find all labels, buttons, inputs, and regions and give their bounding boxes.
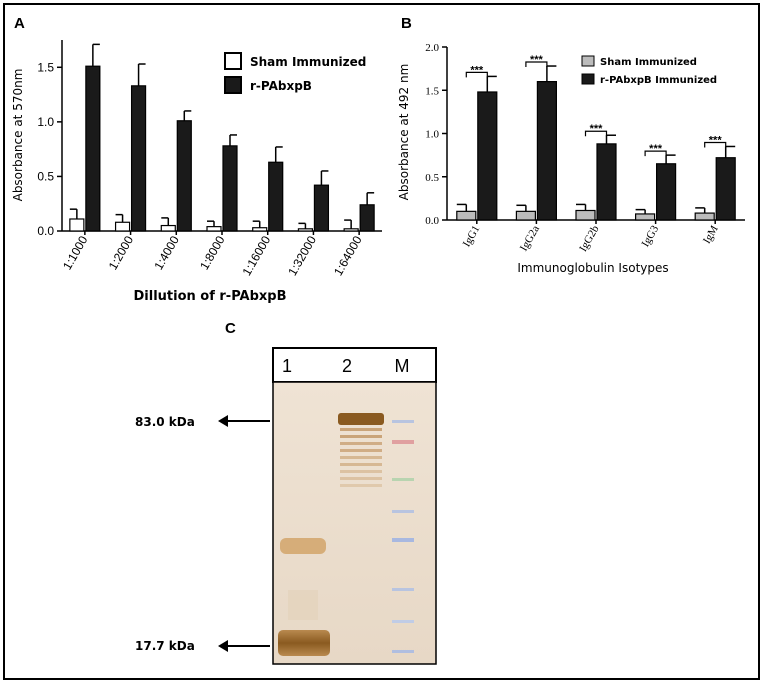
lane2-band-top [338,413,384,425]
y-tick-label: 0.5 [37,169,54,183]
bar-immunized [536,80,558,221]
y-tick-label: 1.0 [425,129,439,141]
x-tick-label: 1:1000 [60,233,91,272]
x-tick-label: 1:64000 [331,233,365,278]
x-tick-label: IgM [701,223,721,246]
bar-sham [575,209,596,221]
legend-label-sham: Sham Immunized [250,55,366,69]
lane-label-2: 2 [342,356,352,376]
x-tick-label: 1:2000 [106,233,137,272]
legend-label-rpabxpb: r-PAbxpB [250,79,312,93]
bar-sham [634,213,656,221]
chart-b: Absorbance at 492 nm Immunoglobulin Isot… [397,42,745,275]
significance-label: *** [530,54,544,66]
bar-sham [297,228,314,232]
panel-letter-b: B [401,15,412,32]
bar-immunized [85,65,101,232]
significance-bracket [644,150,667,157]
bar-sham [456,210,477,221]
chart-a: Absorbance at 570nm Dillution of r-PAbxp… [11,40,382,304]
bar-immunized [715,157,736,221]
bar-immunized [596,143,617,221]
figure-frame [3,3,760,680]
y-tick-label: 0.0 [425,215,439,227]
chart-b-legend: Sham Immunized r-PAbxpB Immunized [581,55,717,86]
bar-immunized [176,120,192,232]
legend-label-rpabxpb-b: r-PAbxpB Immunized [600,75,717,86]
significance-label: *** [649,143,663,155]
bar-sham [343,228,359,232]
marker-arrowhead-17kda [218,640,228,652]
marker-label-17kda: 17.7 kDa [135,639,195,653]
legend-swatch-rpabxpb [224,76,242,94]
lane1-band-low [278,630,330,656]
legend-label-sham-b: Sham Immunized [600,57,697,68]
panel-letter-a: A [14,15,25,32]
chart-b-ylabel: Absorbance at 492 nm [397,64,411,201]
marker-arrowhead-83kda [218,415,228,427]
bar-sham [252,227,268,232]
panel-letter-c: C [225,320,236,337]
bar-sham [114,221,131,232]
bar-immunized [130,85,147,232]
bar-immunized [313,184,330,232]
lane1-smear [288,590,318,620]
chart-a-xlabel: Dillution of r-PAbxpB [133,289,286,304]
significance-label: *** [709,134,723,146]
significance-bracket [525,61,548,68]
significance-bracket [704,141,727,148]
bar-sham [694,212,715,221]
chart-b-xlabel: Immunoglobulin Isotypes [517,261,668,275]
lane2-ladder-smear [340,428,382,487]
x-tick-label: IgG1 [461,224,483,250]
lane-label-1: 1 [282,356,292,376]
chart-a-ylabel: Absorbance at 570nm [11,69,25,202]
bar-sham [160,224,176,232]
lane1-band-mid [280,538,326,554]
bar-immunized [222,145,238,232]
y-tick-label: 0.5 [425,172,439,184]
y-tick-label: 1.5 [425,85,439,97]
bar-immunized [268,161,284,232]
bar-immunized [655,163,677,221]
significance-bracket [465,71,488,78]
x-tick-label: 1:4000 [151,233,182,272]
y-tick-label: 2.0 [425,42,439,54]
x-tick-label: IgG3 [640,223,662,249]
significance-label: *** [590,123,604,135]
x-tick-label: IgG2b [577,223,602,254]
gel-panel: 1 2 M [135,347,437,665]
lane-label-m: M [395,356,410,376]
marker-label-83kda: 83.0 kDa [135,415,195,429]
bar-sham [206,226,222,232]
x-tick-label: 1:16000 [239,233,273,278]
lane-header-box [272,347,437,383]
significance-label: *** [470,64,484,76]
marker-ladder [392,420,414,653]
bar-immunized [477,91,498,221]
x-tick-label: 1:32000 [285,233,319,278]
significance-bracket [584,130,608,137]
chart-a-legend: Sham Immunized r-PAbxpB [224,52,366,94]
y-tick-label: 1.5 [37,60,54,74]
y-tick-label: 1.0 [37,115,54,129]
bar-sham [515,210,537,221]
x-tick-label: 1:8000 [197,233,228,272]
x-tick-label: IgG2a [518,223,542,253]
bar-immunized [359,204,375,232]
legend-swatch-sham [224,52,242,70]
legend-swatch-sham-b [581,55,595,67]
bar-sham [69,218,85,232]
legend-swatch-rpabxpb-b [581,73,595,85]
y-tick-label: 0.0 [37,224,54,238]
